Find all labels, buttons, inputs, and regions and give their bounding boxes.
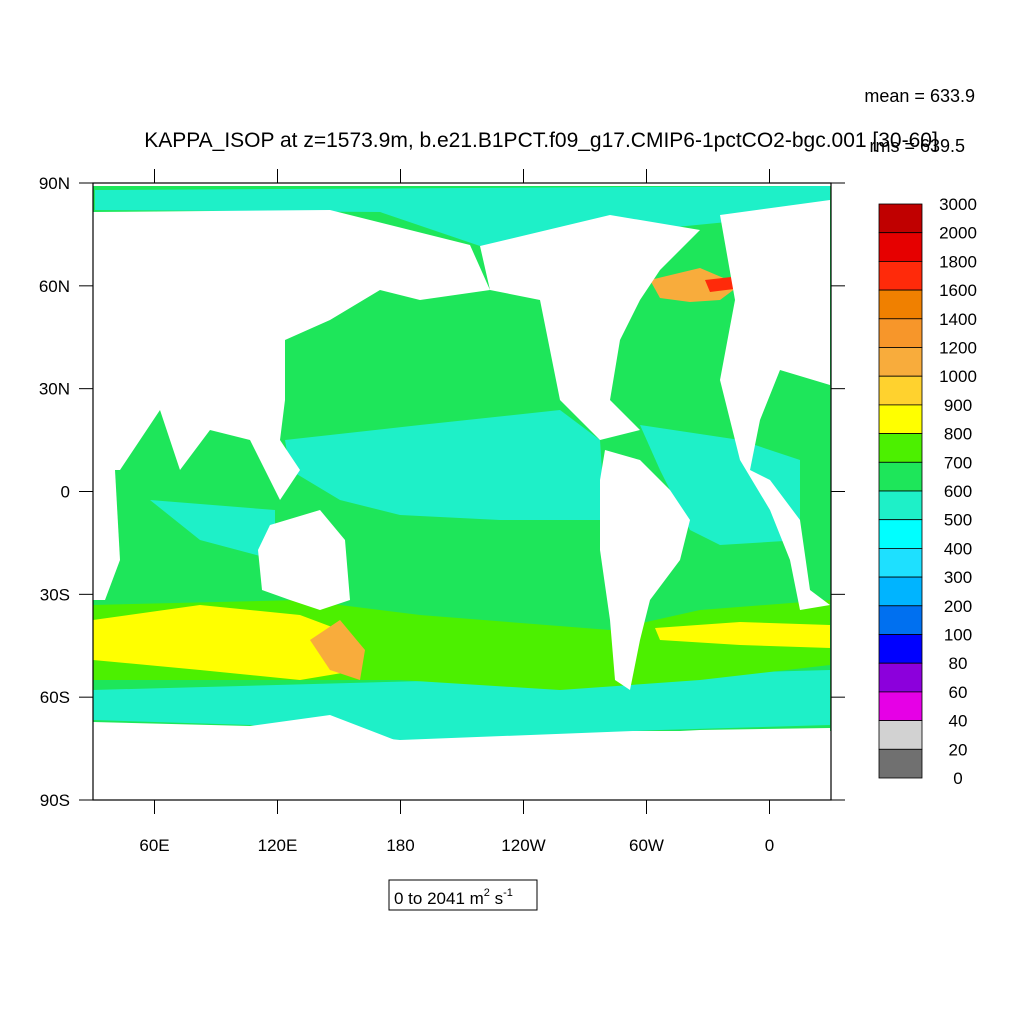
colorbar-box (878, 232, 923, 262)
pacific-equatorial (285, 410, 605, 520)
colorbar-box (878, 318, 923, 348)
colorbar-box (878, 461, 923, 492)
indian-west (150, 500, 275, 560)
colorbar-label: 40 (949, 712, 968, 731)
range-exp: -1 (503, 887, 513, 899)
range-text: 0 to 2041 m (394, 889, 484, 908)
colorbar-label: 1200 (939, 339, 977, 358)
colorbar-label: 700 (944, 453, 972, 472)
southern-yellow-west (93, 605, 360, 680)
colorbar-box (878, 260, 923, 291)
colorbar-box (878, 433, 923, 463)
x-tick-label: 60E (139, 836, 169, 855)
x-tick-label: 120W (501, 836, 545, 855)
colorbar-label: 100 (944, 626, 972, 645)
colorbar-label: 1600 (939, 281, 977, 300)
y-tick-label: 30S (40, 585, 70, 604)
colorbar-box (878, 519, 923, 549)
colorbar-label: 20 (949, 740, 968, 759)
range-box (388, 879, 538, 911)
colorbar-label: 3000 (939, 195, 977, 214)
colorbar-label: 60 (949, 683, 968, 702)
colorbar-box (878, 548, 923, 578)
colorbar-box (878, 605, 923, 635)
australia (258, 510, 350, 610)
atlantic-equatorial (640, 425, 800, 545)
x-tick-label: 120E (258, 836, 298, 855)
y-tick-label: 90N (39, 174, 70, 193)
colorbar-label: 900 (944, 396, 972, 415)
colorbar-label: 200 (944, 597, 972, 616)
axes: 60E 120E 180 120W 60W 0 90N 60N 30N 0 30S 60S 90S (39, 169, 845, 855)
south-america (600, 450, 690, 690)
colorbar-label: 400 (944, 539, 972, 558)
range-text: s (490, 889, 503, 908)
colorbar-label: 800 (944, 425, 972, 444)
colorbar-box (878, 576, 923, 607)
colorbar-box (878, 662, 923, 693)
colorbar-box (878, 404, 923, 434)
x-tick-label: 180 (386, 836, 414, 855)
colorbar-label: 1800 (939, 252, 977, 271)
stat-mean: mean = 633.9 (864, 86, 975, 106)
x-tick-label: 60W (629, 836, 664, 855)
colorbar-label: 1000 (939, 367, 977, 386)
colorbar-label: 600 (944, 482, 972, 501)
x-tick-label: 0 (765, 836, 774, 855)
range-label: 0 to 2041 m2 s-1 (394, 887, 513, 908)
range-exp: 2 (484, 887, 490, 899)
y-tick-label: 0 (61, 483, 70, 502)
y-tick-label: 60N (39, 277, 70, 296)
colorbar-box (878, 289, 923, 320)
colorbar-box (878, 748, 923, 779)
colorbar-label: 300 (944, 568, 972, 587)
colorbar-box (878, 634, 923, 664)
colorbar-label: 0 (953, 769, 962, 788)
colorbar-label: 500 (944, 511, 972, 530)
africa-east (93, 470, 120, 600)
greenland-orange (650, 268, 740, 302)
eurasia (93, 210, 490, 500)
colorbar-box (878, 691, 923, 722)
europe-africa (720, 200, 830, 610)
colorbar-box (878, 375, 923, 406)
title: KAPPA_ISOP at z=1573.9m, b.e21.B1PCT.f09… (144, 129, 938, 152)
colorbar: 3000200018001600140012001000900800700600… (878, 195, 977, 788)
y-tick-label: 60S (40, 688, 70, 707)
y-tick-label: 30N (39, 380, 70, 399)
north-america (480, 215, 700, 440)
stat-rms: rms = 639.5 (869, 136, 965, 156)
y-tick-label: 90S (40, 791, 70, 810)
colorbar-box (878, 720, 923, 750)
colorbar-box (878, 490, 923, 521)
colorbar-box (878, 203, 923, 234)
antarctica (93, 715, 830, 800)
southern-yellow-east (655, 622, 830, 648)
colorbar-box (878, 347, 923, 377)
tasman-orange (310, 620, 365, 680)
colorbar-label: 80 (949, 654, 968, 673)
arctic-zone (95, 186, 830, 246)
colorbar-label: 1400 (939, 310, 977, 329)
map (92, 182, 832, 801)
colorbar-label: 2000 (939, 224, 977, 243)
